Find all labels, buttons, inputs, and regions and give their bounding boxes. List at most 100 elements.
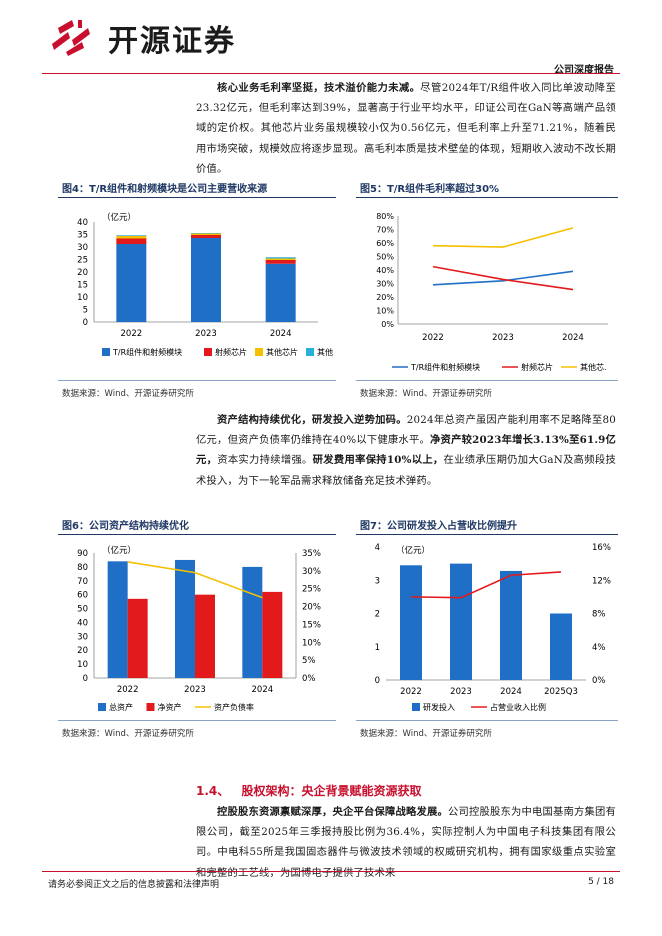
bar-segment — [116, 244, 147, 322]
x-tick-label: 2022 — [422, 333, 444, 343]
legend-label: 其他 — [317, 347, 333, 357]
figure-6-source: 数据来源：Wind、开源证券研究所 — [62, 729, 194, 739]
x-tick-label: 2023 — [492, 333, 514, 343]
y-tick-label: 0 — [83, 674, 88, 684]
bar-segment — [116, 235, 147, 236]
figure-4-svg: （亿元） 0 5 10 15 20 25 30 35 40 2022 2023 2024 T/R组件和射频… — [77, 212, 333, 357]
y-tick-label: 0% — [381, 320, 394, 329]
footer-divider — [42, 871, 620, 872]
figure-6-svg: （亿元） 0 10 20 30 40 50 60 70 80 90 0% 5% 10% 15% 20% 25% 3… — [77, 545, 321, 712]
legend-label: 其他芯. — [580, 362, 607, 372]
figure-6-chart: （亿元） 0 10 20 30 40 50 60 70 80 90 0% 5% 10% 15% 20% 25% 3… — [58, 537, 336, 717]
legend-label: 研发投入 — [423, 702, 455, 712]
bar — [107, 561, 128, 678]
bar-segment — [265, 258, 296, 260]
legend-swatch — [255, 348, 263, 356]
bar-segment — [191, 233, 221, 234]
unit-label: （亿元） — [102, 212, 136, 223]
series-line — [432, 270, 574, 286]
y-tick-label: 60 — [77, 591, 88, 601]
y-tick-label: 80% — [376, 212, 394, 221]
paragraph-margin: 核心业务毛利率坚挺，技术溢价能力未减。尽管2024年T/R组件收入同比单波动降至… — [196, 78, 616, 179]
report-type: 公司深度报告 — [554, 65, 614, 76]
figure-7-top-rule — [356, 534, 618, 535]
paragraph-shareholder: 控股股东资源禀赋深厚，央企平台保障战略发展。公司控股股东为中电国基南方集团有限公… — [196, 802, 616, 883]
x-tick-label: 2022 — [400, 687, 422, 697]
bar — [175, 559, 195, 678]
legend-label: 占营业收入比例 — [490, 702, 546, 712]
y-tick-label: 2 — [375, 610, 380, 620]
y2-tick-label: 0% — [592, 676, 606, 686]
y-tick-label: 40 — [77, 618, 88, 628]
bar — [550, 613, 572, 680]
figure-6-title: 图6：公司资产结构持续优化 — [62, 521, 189, 532]
bar — [262, 591, 283, 678]
page-number: 5 / 18 — [588, 877, 614, 887]
series-line — [432, 227, 574, 248]
y-tick-label: 15 — [77, 281, 88, 291]
x-tick-label: 2024 — [562, 333, 584, 343]
bar — [127, 598, 148, 678]
bar — [400, 565, 422, 680]
figure-5-svg: 0% 10% 20% 30% 40% 50% 60% 70% 80% 2022 2023 2024 T/… — [376, 212, 608, 372]
y-tick-label: 3 — [375, 576, 380, 586]
y-tick-label: 20% — [376, 293, 394, 302]
footer-disclaimer: 请务必参阅正文之后的信息披露和法律声明 — [48, 880, 220, 890]
figure-4-title: 图4：T/R组件和射频模块是公司主要营收来源 — [62, 184, 268, 195]
y2-tick-label: 10% — [302, 638, 321, 648]
company-name: 开源证券 — [108, 24, 236, 59]
y-tick-label: 50 — [77, 605, 88, 615]
x-tick-label: 2025Q3 — [544, 687, 578, 697]
legend-label: T/R组件和射频模块 — [410, 362, 480, 372]
legend-swatch — [146, 703, 155, 711]
y2-tick-label: 8% — [592, 610, 606, 620]
company-logo: 开源证券 — [48, 18, 236, 59]
y-tick-label: 1 — [375, 643, 380, 653]
y-tick-label: 25 — [77, 256, 88, 266]
paragraph-bold: 研发费用率保持10%以上， — [312, 454, 444, 467]
x-tick-label: 2022 — [117, 685, 139, 695]
header-divider — [42, 73, 620, 74]
bar — [500, 570, 522, 680]
y-tick-label: 70 — [77, 577, 88, 587]
legend-swatch — [204, 348, 212, 356]
y-tick-label: 10 — [77, 293, 88, 303]
figure-5-chart: 0% 10% 20% 30% 40% 50% 60% 70% 80% 2022 2023 2024 T/… — [356, 200, 618, 378]
bar-segment — [191, 233, 221, 235]
y2-tick-label: 16% — [592, 543, 611, 553]
series-line — [127, 561, 263, 599]
paragraph-lead: 核心业务毛利率坚挺，技术溢价能力未减。 — [217, 82, 421, 94]
y-tick-label: 20 — [77, 646, 88, 656]
figure-4-source: 数据来源：Wind、开源证券研究所 — [62, 389, 194, 399]
y-tick-label: 40 — [77, 218, 88, 228]
legend-label: 射频芯片 — [521, 362, 553, 372]
y-tick-label: 30% — [376, 280, 394, 289]
y2-tick-label: 4% — [592, 643, 606, 653]
y-tick-label: 4 — [375, 543, 380, 553]
section-heading: 1.4、 股权架构：央企背景赋能资源获取 — [196, 782, 421, 799]
legend-swatch — [306, 348, 314, 356]
y-tick-label: 0 — [83, 318, 88, 328]
y-tick-label: 5 — [83, 306, 88, 316]
section-title-text: 股权架构：央企背景赋能资源获取 — [241, 784, 422, 798]
y2-tick-label: 15% — [302, 620, 321, 630]
bar — [450, 563, 472, 680]
legend-label: 射频芯片 — [215, 347, 247, 357]
bar — [242, 566, 263, 678]
paragraph-lead: 控股股东资源禀赋深厚，央企平台保障战略发展。 — [217, 806, 448, 818]
y-tick-label: 40% — [376, 266, 394, 275]
figure-6-top-rule — [58, 534, 336, 535]
bar-segment — [116, 238, 147, 244]
x-tick-label: 2022 — [121, 329, 143, 339]
y-tick-label: 70% — [376, 226, 394, 235]
y-tick-label: 30 — [77, 632, 88, 642]
paragraph-body: 在业绩承压期仍加大GaN及高频段技术投入，为下一轮军品需求释放储备充足技术弹药。 — [196, 454, 616, 487]
legend-swatch — [102, 348, 110, 356]
paragraph-bold: 净资产较2023年增长3.13%至61.9亿元， — [196, 434, 616, 467]
y2-tick-label: 20% — [302, 603, 321, 613]
y-tick-label: 10% — [376, 307, 394, 316]
paragraph-body: 资本实力持续增强。 — [217, 454, 313, 467]
section-number: 1.4、 — [196, 784, 230, 798]
legend-label: 净资产 — [158, 702, 182, 712]
x-tick-label: 2024 — [500, 687, 522, 697]
